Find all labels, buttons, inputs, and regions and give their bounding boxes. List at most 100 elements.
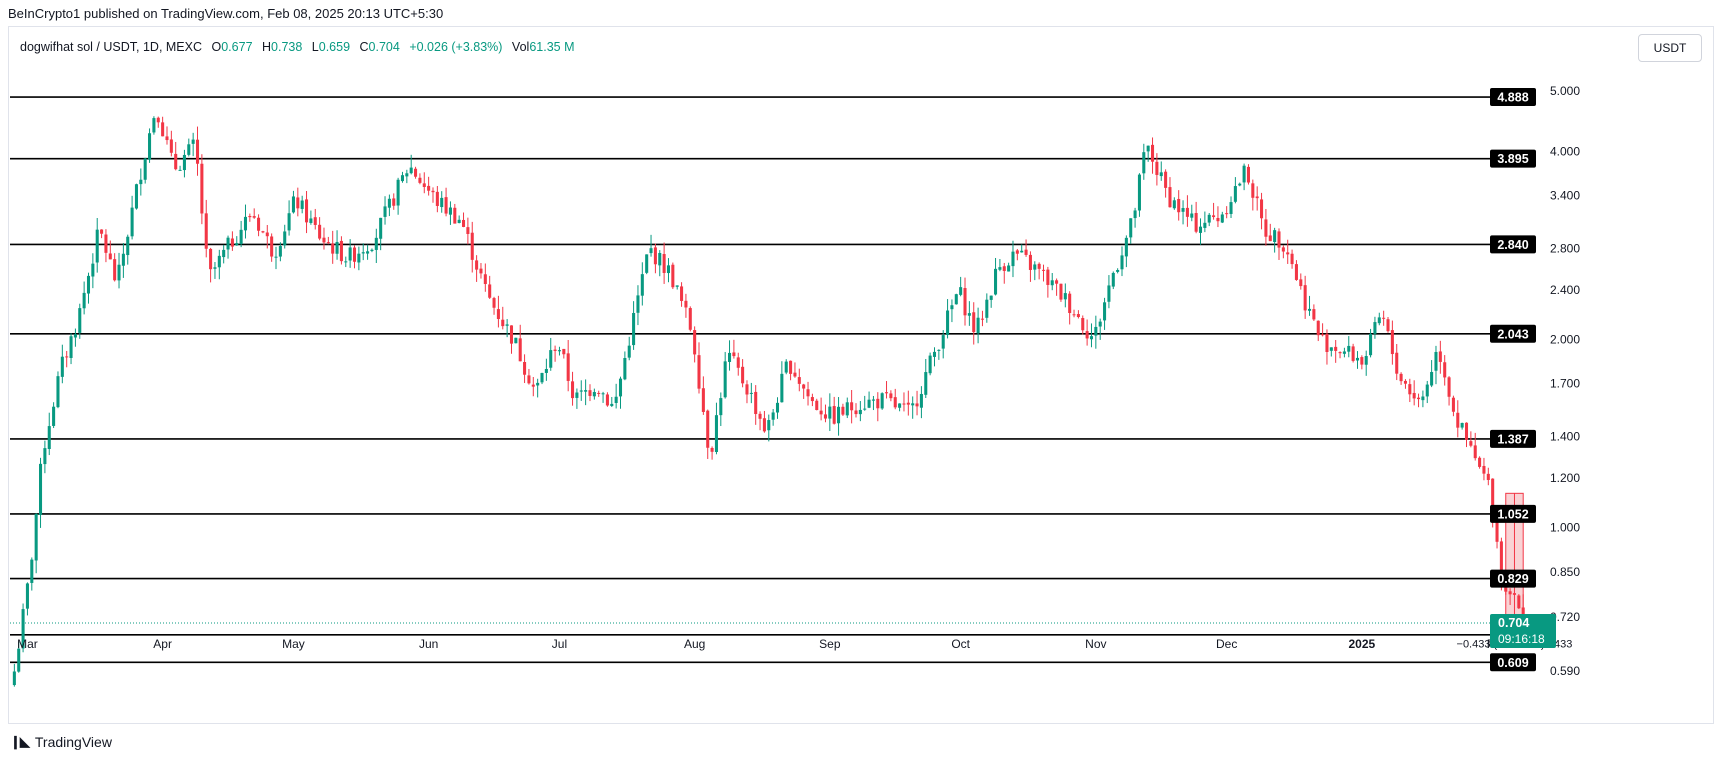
candle-body bbox=[1299, 279, 1303, 287]
candle-body bbox=[1246, 166, 1250, 183]
candle-body bbox=[257, 217, 261, 231]
candle-body bbox=[985, 299, 989, 318]
candle-body bbox=[1355, 357, 1360, 361]
high-label: H bbox=[262, 40, 272, 54]
candle-body bbox=[867, 399, 871, 408]
candle-body bbox=[1238, 183, 1242, 186]
x-tick-label: Aug bbox=[684, 637, 705, 651]
candle-body bbox=[701, 388, 705, 412]
level-badge-label: 1.052 bbox=[1497, 507, 1528, 521]
x-tick-label: Jun bbox=[419, 637, 438, 651]
candle-body bbox=[313, 217, 317, 225]
candle-body bbox=[1033, 264, 1037, 270]
candle-body bbox=[902, 403, 906, 405]
candle-body bbox=[889, 393, 893, 399]
candle-body bbox=[719, 398, 723, 416]
candle-body bbox=[82, 292, 86, 309]
candle-body bbox=[1020, 250, 1024, 253]
candle-body bbox=[680, 286, 684, 301]
candle-body bbox=[662, 254, 666, 273]
candle-body bbox=[435, 191, 439, 206]
candle-body bbox=[758, 413, 762, 419]
candle-body bbox=[854, 410, 858, 415]
y-tick-label: 1.700 bbox=[1550, 377, 1580, 391]
candle-body bbox=[553, 349, 557, 351]
candle-body bbox=[1438, 351, 1442, 362]
candle-body bbox=[1085, 331, 1089, 339]
candle-body bbox=[1504, 584, 1508, 592]
candle-body bbox=[1277, 231, 1281, 248]
candle-body bbox=[627, 345, 631, 358]
volume-label: Vol bbox=[511, 40, 530, 54]
candle-body bbox=[1478, 457, 1482, 467]
level-badge-label: 4.888 bbox=[1497, 91, 1528, 105]
candle-body bbox=[762, 418, 766, 432]
candle-body bbox=[1050, 280, 1054, 286]
candle-body bbox=[605, 394, 609, 406]
candle-body bbox=[1264, 219, 1268, 237]
candle-body bbox=[1124, 237, 1128, 257]
candle-body bbox=[531, 384, 535, 387]
candle-body bbox=[632, 312, 636, 346]
candle-body bbox=[126, 236, 130, 256]
candle-body bbox=[919, 393, 923, 408]
candle-body bbox=[95, 229, 99, 263]
candle-body bbox=[265, 232, 269, 237]
level-badge-label: 3.895 bbox=[1497, 152, 1528, 166]
candle-body bbox=[492, 298, 496, 308]
y-tick-label: 2.400 bbox=[1550, 283, 1580, 297]
candle-body bbox=[1495, 517, 1499, 542]
candle-body bbox=[21, 609, 25, 649]
candle-body bbox=[1024, 249, 1028, 255]
candle-body bbox=[636, 295, 640, 313]
candle-body bbox=[714, 415, 718, 452]
candle-body bbox=[1081, 318, 1085, 331]
candle-body bbox=[1369, 333, 1373, 356]
candle-body bbox=[693, 330, 697, 355]
candle-body bbox=[802, 384, 806, 389]
candle-body bbox=[357, 253, 361, 263]
candle-body bbox=[86, 275, 91, 294]
candle-body bbox=[959, 287, 963, 295]
candle-body bbox=[479, 268, 483, 274]
tradingview-brand[interactable]: ❙◣ TradingView bbox=[10, 734, 112, 750]
candle-body bbox=[710, 447, 714, 452]
candle-body bbox=[352, 247, 357, 262]
candle-body bbox=[1273, 230, 1277, 243]
level-badge bbox=[1490, 653, 1536, 672]
candle-body bbox=[139, 179, 143, 185]
y-tick-label: 1.200 bbox=[1550, 471, 1580, 485]
candle-body bbox=[1216, 217, 1220, 222]
candle-body bbox=[1434, 351, 1438, 371]
candle-body bbox=[915, 403, 919, 407]
candle-body bbox=[1068, 293, 1072, 314]
candle-body bbox=[470, 232, 474, 260]
candle-body bbox=[1255, 196, 1259, 199]
candle-body bbox=[1116, 270, 1120, 272]
symbol-name[interactable]: dogwifhat sol / USDT, 1D, MEXC bbox=[20, 40, 203, 54]
candle-body bbox=[850, 402, 854, 411]
candle-body bbox=[1225, 213, 1229, 215]
candle-body bbox=[806, 389, 810, 397]
candle-body bbox=[1046, 269, 1050, 285]
candle-body bbox=[1382, 317, 1386, 319]
x-tick-label: 2025 bbox=[1348, 637, 1375, 651]
candle-body bbox=[1229, 202, 1233, 214]
currency-unit-button[interactable]: USDT bbox=[1638, 34, 1702, 62]
candle-body bbox=[989, 295, 993, 300]
candle-body bbox=[1412, 392, 1416, 399]
candle-body bbox=[12, 671, 16, 686]
candle-body bbox=[994, 268, 998, 295]
x-tick-label: May bbox=[282, 637, 305, 651]
candle-body bbox=[1120, 255, 1124, 270]
candle-body bbox=[1377, 317, 1381, 324]
candle-body bbox=[1190, 213, 1194, 218]
candle-body bbox=[60, 356, 64, 377]
candle-body bbox=[928, 355, 932, 374]
candle-body bbox=[278, 246, 282, 257]
candle-body bbox=[1421, 396, 1425, 401]
candle-body bbox=[837, 406, 841, 424]
candle-body bbox=[1347, 345, 1351, 352]
candle-body bbox=[427, 185, 431, 191]
